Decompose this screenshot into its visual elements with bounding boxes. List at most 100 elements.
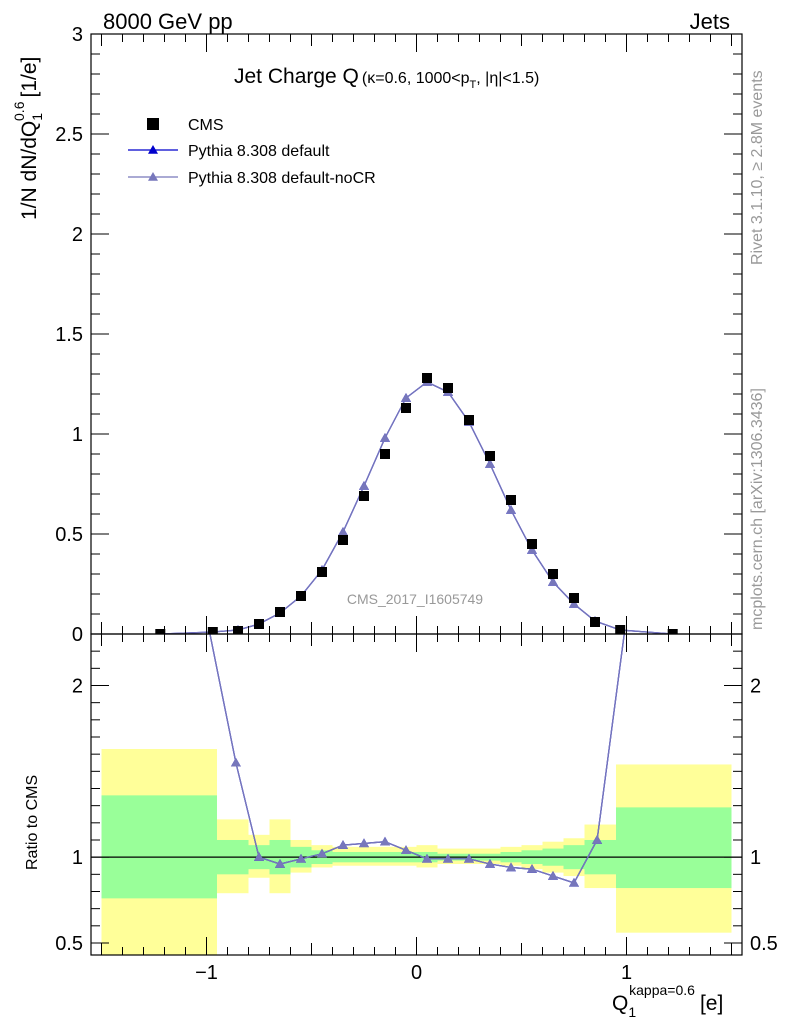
ratio-1-point bbox=[506, 862, 516, 872]
cms-data-point bbox=[443, 383, 453, 393]
cms-data-point bbox=[233, 626, 243, 634]
cms-data-point bbox=[254, 619, 264, 629]
cms-data-point bbox=[380, 449, 390, 459]
y-tick-label: 0.5 bbox=[55, 524, 83, 546]
legend-cms-marker bbox=[147, 118, 159, 130]
title-sub-end: , |η|<1.5) bbox=[476, 70, 539, 87]
ratio-1-point bbox=[296, 853, 306, 863]
ratio-plot-panel: Ratio to CMS Q1kappa=0.6[e] bbox=[24, 634, 742, 1020]
ratio-1-point bbox=[592, 834, 603, 844]
series-1-point bbox=[548, 577, 558, 586]
cms-data-point bbox=[485, 451, 495, 461]
y-tick-label: 2.5 bbox=[55, 124, 83, 146]
ratio-1-point bbox=[464, 853, 474, 863]
cms-data-point bbox=[615, 625, 626, 634]
legend-label-0: CMS bbox=[188, 117, 224, 134]
legend-marker-0 bbox=[148, 145, 158, 154]
title-sub-index: T bbox=[470, 79, 477, 91]
series-1-point bbox=[359, 481, 369, 490]
ratio-1-point bbox=[230, 757, 241, 767]
series-1-point bbox=[485, 459, 495, 468]
ratio-1-point bbox=[338, 840, 348, 849]
x-label-unit: [e] bbox=[700, 992, 723, 1015]
ratio-1-point bbox=[443, 853, 453, 863]
title-sub: (κ=0.6, 1000<p bbox=[362, 70, 470, 87]
series-line-1 bbox=[160, 381, 673, 634]
main-plot-panel: CMS_2017_I1605749 Jet Charge Q (κ=0.6, 10… bbox=[11, 57, 678, 634]
x-label-sup: kappa=0.6 bbox=[629, 982, 695, 998]
ratio-line-1 bbox=[209, 634, 625, 884]
y-label-unit: [1/e] bbox=[18, 57, 41, 98]
ratio-1-point bbox=[401, 845, 411, 855]
ratio-y-tick-label: 2 bbox=[72, 675, 83, 697]
ratio-y-tick-label-right: 2 bbox=[750, 675, 761, 697]
cms-data-point bbox=[527, 539, 537, 549]
cms-data-point bbox=[207, 627, 218, 634]
title-main: Jet Charge Q bbox=[234, 65, 359, 88]
x-tick-label: −1 bbox=[195, 962, 218, 984]
x-axis-label: Q1 kappa=0.6 [e] bbox=[612, 982, 723, 1020]
y-label-sup: 0.6 bbox=[11, 101, 27, 121]
header-left: 8000 GeV pp bbox=[103, 9, 233, 34]
ratio-1-point bbox=[317, 848, 327, 858]
legend-label-2: Pythia 8.308 default-noCR bbox=[188, 170, 376, 187]
cms-data-point bbox=[359, 491, 369, 501]
y-tick-label: 1.5 bbox=[55, 324, 83, 346]
x-tick-label: 0 bbox=[411, 962, 422, 984]
cms-data-point bbox=[506, 495, 516, 505]
ratio-1-point bbox=[380, 836, 390, 846]
ratio-y-tick-label-right: 1 bbox=[750, 847, 761, 869]
ratio-1-point bbox=[527, 864, 537, 873]
series-1-point bbox=[338, 527, 348, 536]
y-tick-label: 1 bbox=[72, 424, 83, 446]
ratio-y-tick-label: 0.5 bbox=[55, 933, 83, 955]
ratio-band-inner bbox=[101, 795, 217, 899]
x-label-sub: 1 bbox=[628, 1004, 636, 1020]
legend: CMS Pythia 8.308 default Pythia 8.308 defa… bbox=[128, 117, 376, 187]
series-1-point bbox=[569, 599, 579, 608]
x-tick-label: 1 bbox=[621, 962, 632, 984]
ratio-1-point bbox=[254, 852, 264, 861]
ratio-1-point bbox=[275, 859, 285, 868]
series-1-point bbox=[401, 393, 411, 402]
mcplots-label: mcplots.cern.ch [arXiv:1306.3436] bbox=[749, 388, 766, 630]
ratio-1-point bbox=[569, 877, 579, 887]
y-axis-label: 1/N dN/dQ10.6 [1/e] bbox=[11, 57, 45, 220]
y-label-main: 1/N dN/dQ bbox=[18, 121, 41, 220]
cms-data-point bbox=[338, 535, 348, 545]
cms-data-point bbox=[464, 415, 474, 425]
x-label-main: Q bbox=[612, 992, 628, 1015]
cms-data-point bbox=[275, 607, 285, 617]
cms-data-point bbox=[569, 593, 579, 603]
plot-title: Jet Charge Q (κ=0.6, 1000<pT, |η|<1.5) bbox=[234, 65, 539, 91]
cms-data-point bbox=[317, 567, 327, 577]
analysis-watermark: CMS_2017_I1605749 bbox=[347, 591, 483, 607]
header-right: Jets bbox=[690, 9, 730, 34]
legend-marker-1 bbox=[148, 172, 158, 181]
ratio-y-tick-label: 1 bbox=[72, 847, 83, 869]
ratio-y-label: Ratio to CMS bbox=[24, 775, 41, 870]
ratio-1-point bbox=[548, 871, 558, 880]
y-tick-label: 2 bbox=[72, 224, 83, 246]
y-tick-label: 3 bbox=[72, 24, 83, 46]
cms-data-point bbox=[296, 591, 306, 601]
ratio-1-point bbox=[359, 838, 369, 848]
legend-label-1: Pythia 8.308 default bbox=[188, 143, 330, 160]
ratio-band-inner bbox=[616, 807, 732, 889]
ratio-1-point bbox=[485, 859, 495, 868]
series-1-point bbox=[527, 545, 537, 554]
cms-data-point bbox=[548, 569, 558, 579]
cms-data-point bbox=[401, 403, 411, 413]
y-label-sub: 1 bbox=[29, 113, 45, 121]
series-1-point bbox=[380, 433, 390, 442]
axes-frames: 0 0.5 1 1.5 2 2.5 3 −1 0 1 0.5 0.5 1 1 2 2 bbox=[55, 24, 778, 984]
cms-data-point bbox=[422, 373, 432, 383]
cms-data-point bbox=[590, 617, 600, 627]
cms-data-point bbox=[667, 629, 678, 634]
ratio-y-tick-label-right: 0.5 bbox=[750, 933, 778, 955]
y-tick-label: 0 bbox=[72, 624, 83, 646]
cms-data-point bbox=[155, 629, 166, 634]
rivet-label: Rivet 3.1.10, ≥ 2.8M events bbox=[749, 70, 766, 265]
series-1-point bbox=[506, 505, 516, 514]
